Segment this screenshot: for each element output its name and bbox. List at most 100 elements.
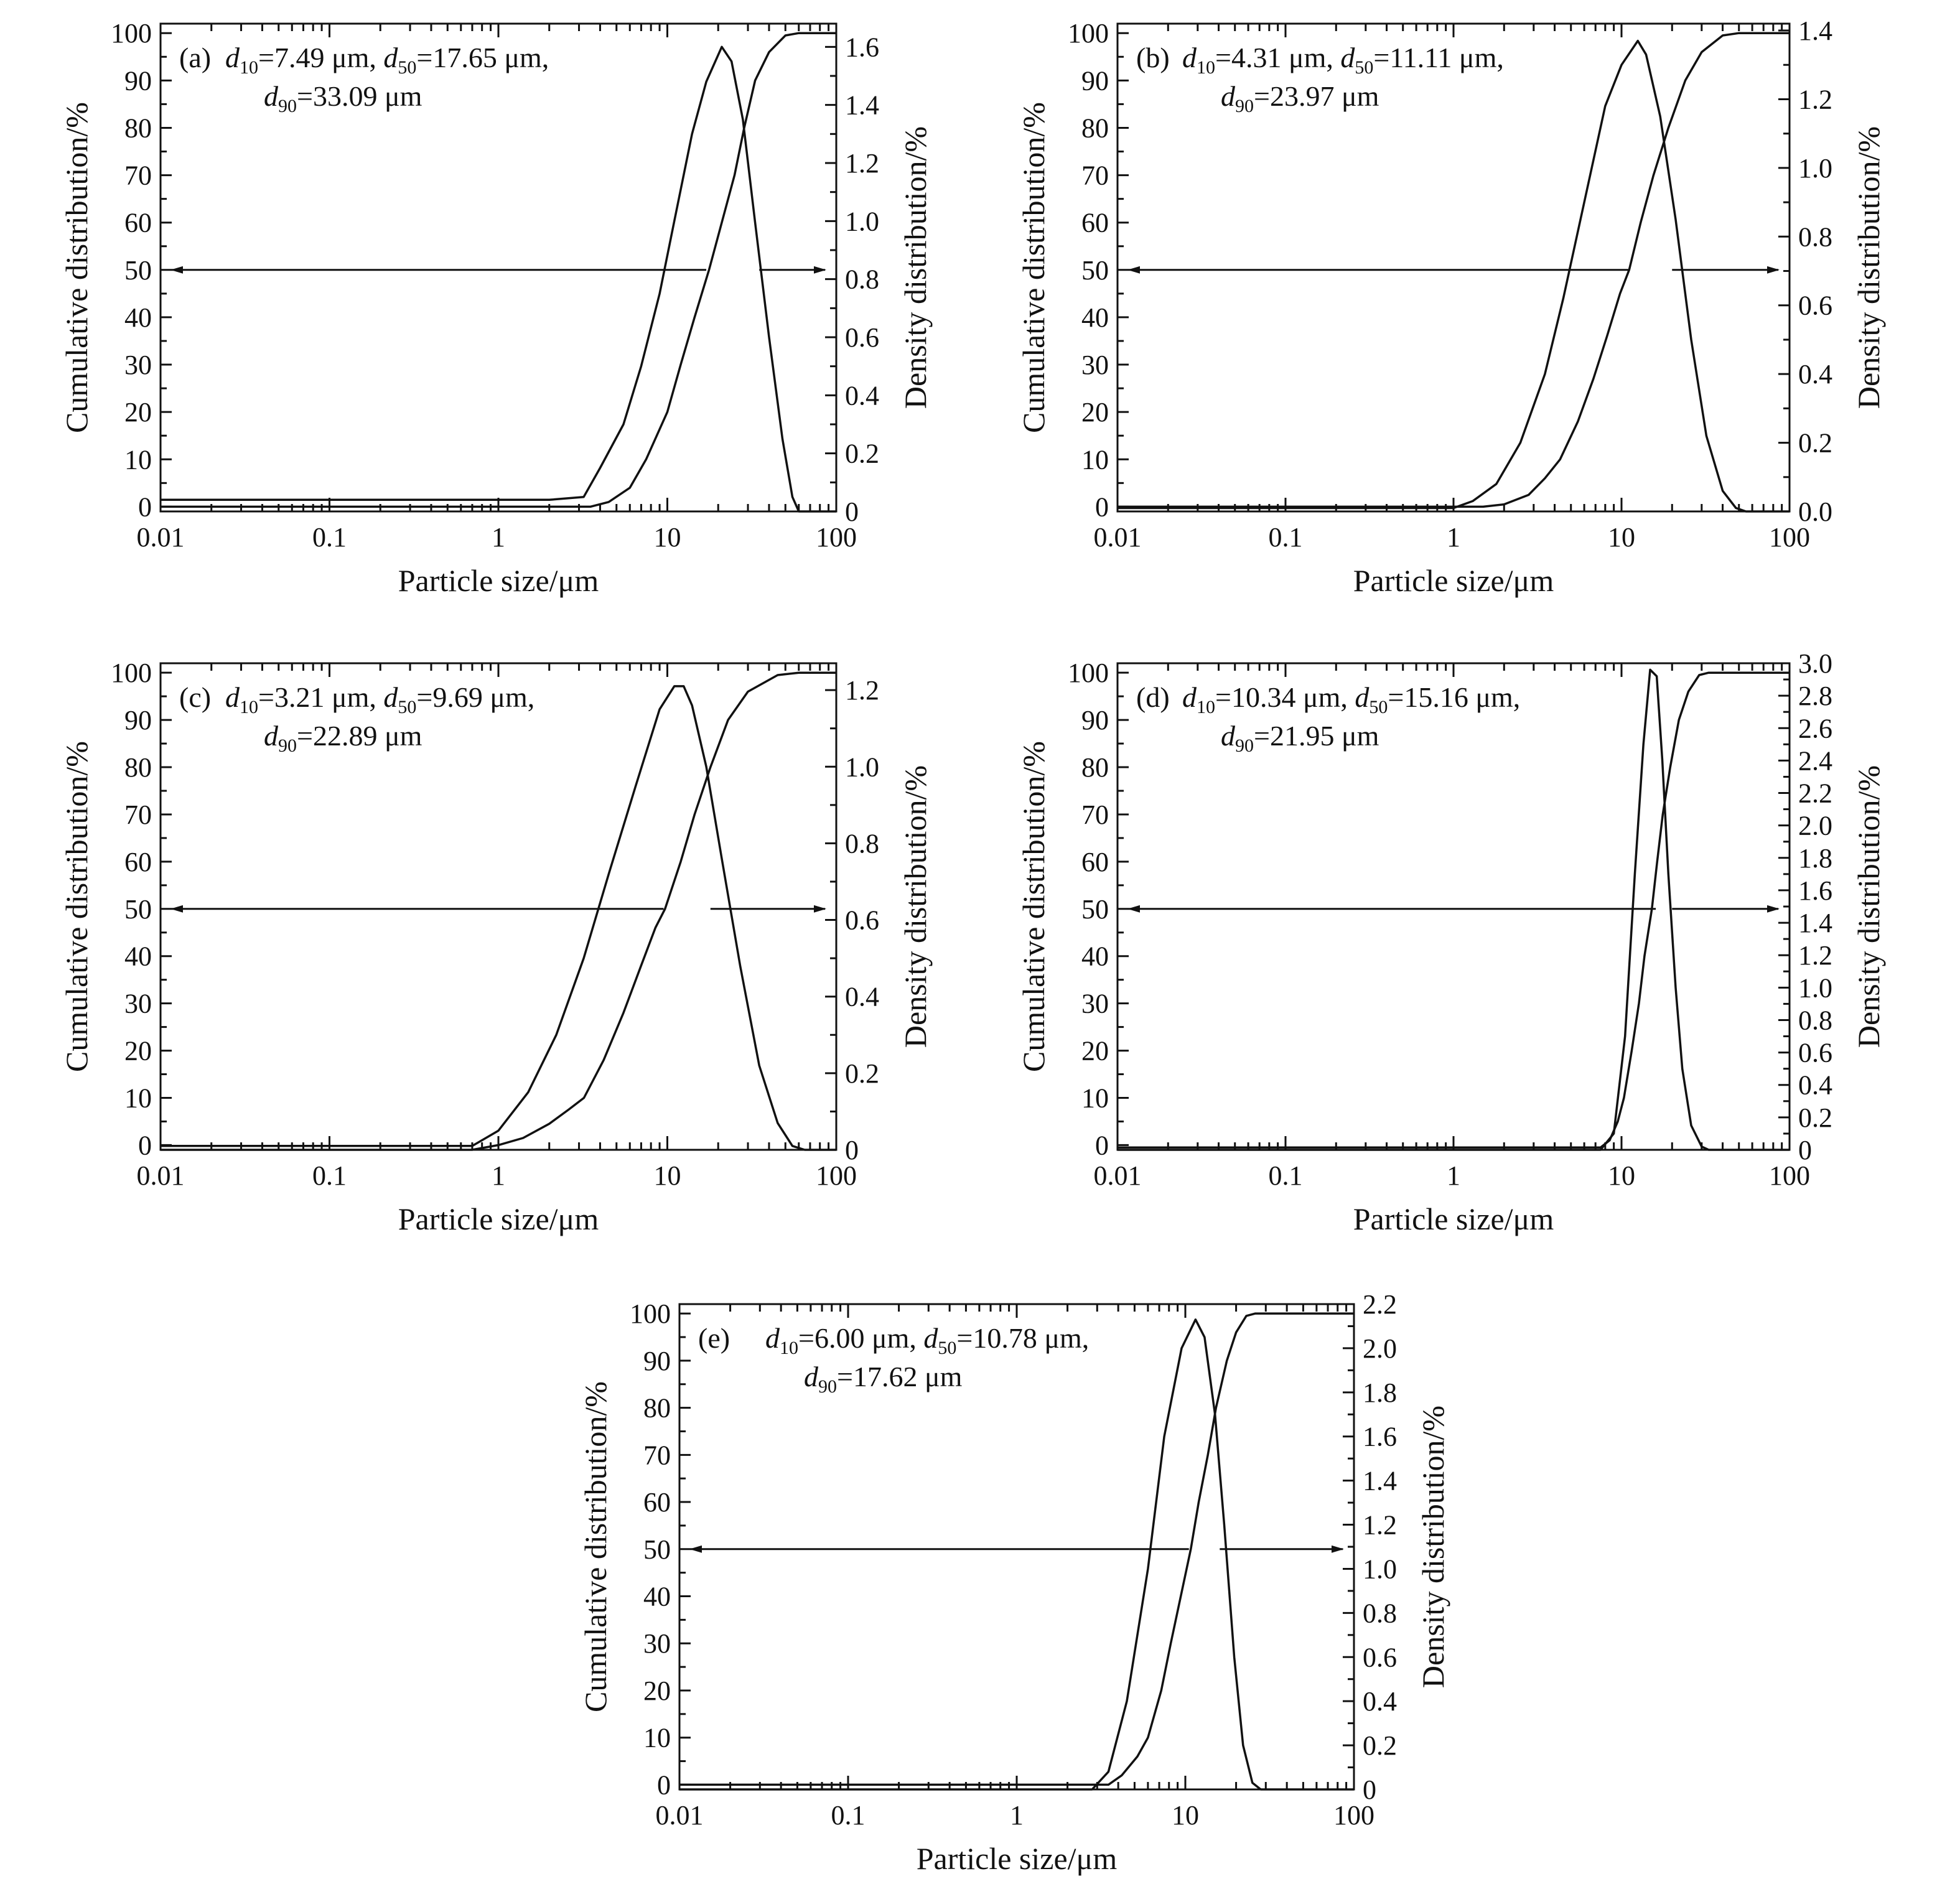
y2-tick-label: 0	[1798, 1135, 1812, 1165]
y2-axis-title: Density distribution/%	[898, 126, 933, 409]
y2-tick-label: 0.2	[845, 439, 879, 469]
y2-tick-label: 1.6	[845, 32, 879, 62]
density-curve	[1118, 668, 1790, 1151]
y-tick-label: 100	[111, 658, 152, 688]
plot-frame	[159, 662, 838, 1151]
annotation-line-1: d10=3.21 μm, d50=9.69 μm,	[225, 681, 534, 717]
x-tick-label: 0.1	[1269, 1160, 1303, 1191]
x-tick-label: 10	[654, 1160, 681, 1191]
x-tick-label: 100	[1769, 522, 1810, 553]
y-tick-label: 30	[1081, 350, 1109, 380]
y2-tick-label: 1.2	[1798, 940, 1832, 971]
y2-tick-label: 0.6	[845, 322, 879, 353]
y-tick-label: 40	[124, 302, 152, 333]
annotation-segment: 10	[1197, 697, 1215, 717]
y2-tick-label: 1.0	[1363, 1554, 1397, 1584]
y2-tick-label: 1.2	[845, 148, 879, 179]
x-tick-label: 0.01	[137, 522, 185, 553]
y2-tick-label: 1.4	[1363, 1466, 1397, 1496]
annotation-segment: =21.95 μm	[1254, 720, 1379, 752]
y2-tick-label: 2.2	[1798, 778, 1832, 809]
y-tick-label: 70	[124, 800, 152, 830]
y2-tick-label: 1.4	[1798, 908, 1832, 938]
annotation-segment: =33.09 μm	[297, 80, 422, 112]
annotation-segment: d	[264, 720, 279, 752]
y-tick-label: 70	[1081, 161, 1109, 191]
x-tick-label: 0.01	[1094, 522, 1142, 553]
y-tick-label: 40	[124, 941, 152, 972]
y2-tick-label: 0.6	[845, 905, 879, 936]
y2-tick-label: 1.6	[1363, 1422, 1397, 1452]
annotation-line-1: d10=10.34 μm, d50=15.16 μm,	[1182, 681, 1520, 717]
x-tick-label: 1	[1010, 1800, 1024, 1830]
y2-tick-label: 0.4	[845, 380, 879, 411]
x-tick-label: 10	[1608, 1160, 1635, 1191]
density-curve	[161, 45, 836, 513]
cumulative-curve	[1118, 32, 1790, 508]
x-tick-label: 100	[1769, 1160, 1810, 1191]
annotation-segment: =23.97 μm	[1254, 80, 1379, 112]
x-tick-label: 1	[492, 522, 505, 553]
annotation-segment: 10	[1197, 57, 1215, 78]
y2-tick-label: 1.2	[1798, 84, 1832, 114]
y2-tick-label: 0.2	[1363, 1730, 1397, 1761]
x-tick-label: 0.1	[1269, 522, 1303, 553]
y2-tick-label: 0.6	[1798, 1038, 1832, 1068]
annotation-segment: =17.65 μm,	[416, 42, 549, 73]
panel-label: (d)	[1136, 681, 1170, 713]
y-tick-label: 0	[657, 1770, 671, 1800]
x-tick-label: 0.01	[137, 1160, 185, 1191]
y2-tick-label: 0.2	[845, 1058, 879, 1089]
y-tick-label: 80	[643, 1393, 671, 1424]
annotation-segment: 90	[1235, 96, 1254, 116]
y2-tick-label: 0	[845, 497, 859, 527]
x-axis-title: Particle size/μm	[917, 1841, 1118, 1876]
y-tick-label: 20	[1081, 397, 1109, 427]
panel-label: (a)	[179, 42, 211, 73]
annotation-segment: =7.49 μm,	[258, 42, 383, 73]
x-axis-title: Particle size/μm	[1353, 1201, 1554, 1236]
cumulative-curve	[679, 1312, 1354, 1786]
y-tick-label: 100	[630, 1299, 671, 1329]
annotation-segment: 90	[818, 1376, 837, 1397]
y2-tick-label: 1.0	[845, 206, 879, 236]
annotation-segment: 50	[398, 57, 416, 78]
y2-tick-label: 0.8	[845, 264, 879, 295]
y-axis-title: Cumulative distribution/%	[59, 741, 94, 1072]
plot-frame	[159, 22, 838, 513]
x-tick-label: 10	[1608, 522, 1635, 553]
annotation-segment: d	[225, 42, 240, 73]
x-tick-label: 100	[1333, 1800, 1374, 1830]
annotation-segment: d	[1182, 681, 1197, 713]
y-axis-title: Cumulative distribution/%	[578, 1381, 613, 1712]
y2-tick-label: 1.8	[1363, 1378, 1397, 1408]
y-tick-label: 50	[1081, 894, 1109, 925]
cumulative-curve	[1118, 671, 1790, 1149]
annotation-segment: d	[383, 42, 398, 73]
annotation-segment: 10	[780, 1338, 798, 1358]
y-tick-label: 60	[643, 1487, 671, 1518]
y-tick-label: 80	[1081, 113, 1109, 143]
annotation-segment: 50	[938, 1338, 956, 1358]
panel-label: (e)	[698, 1322, 730, 1354]
x-tick-label: 100	[816, 522, 857, 553]
panel-d: 0.01 0.1 1 10 100010203040506070809010000.20…	[1016, 648, 1886, 1236]
annotation-segment: =10.34 μm,	[1215, 681, 1355, 713]
y-tick-label: 90	[1081, 705, 1109, 735]
y2-axis-title: Density distribution/%	[1851, 126, 1886, 409]
y-tick-label: 20	[124, 397, 152, 427]
x-axis-title: Particle size/μm	[398, 563, 599, 598]
annotation-segment: 10	[240, 697, 258, 717]
y2-tick-label: 2.8	[1798, 681, 1832, 711]
y2-tick-label: 0.4	[1363, 1686, 1397, 1717]
y-tick-label: 20	[1081, 1036, 1109, 1066]
y2-tick-label: 0.4	[845, 982, 879, 1012]
y-tick-label: 40	[1081, 941, 1109, 972]
y-tick-label: 90	[124, 65, 152, 96]
y-tick-label: 10	[124, 1083, 152, 1113]
y-tick-label: 0	[1095, 1130, 1109, 1160]
y-axis-title: Cumulative distribution/%	[1016, 102, 1051, 433]
annotation-segment: =4.31 μm,	[1215, 42, 1340, 73]
annotation-segment: d	[765, 1322, 780, 1354]
x-tick-label: 0.01	[1094, 1160, 1142, 1191]
